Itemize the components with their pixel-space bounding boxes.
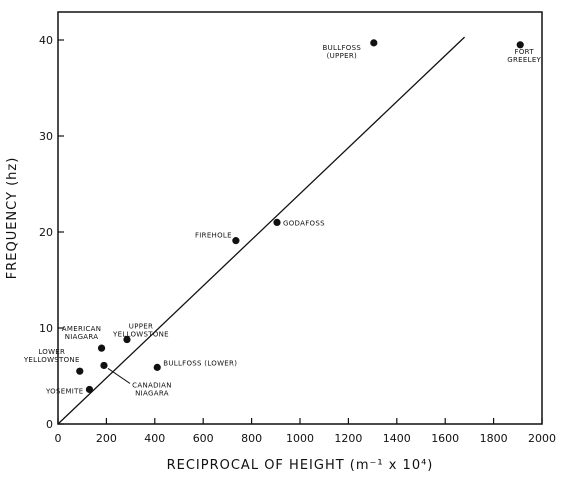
point-label: CANADIAN (132, 381, 172, 389)
data-point (76, 367, 84, 375)
data-point (153, 363, 161, 371)
data-point (100, 361, 108, 370)
y-tick-label: 10 (39, 322, 53, 335)
x-tick-label: 600 (193, 432, 214, 445)
point-label: GODAFOSS (283, 219, 325, 227)
point-label: BULLFOSS (323, 44, 362, 52)
point-label: NIAGARA (135, 389, 169, 397)
point-label: LOWER (38, 348, 65, 356)
label-leader-line (107, 368, 131, 384)
point-label: NIAGARA (65, 333, 99, 341)
x-tick-label: 1600 (431, 432, 459, 445)
data-point (97, 344, 106, 352)
x-axis-title: RECIPROCAL OF HEIGHT (m⁻¹ x 10⁴) (167, 458, 434, 473)
point-label: FORT (515, 48, 535, 56)
point-label: FIREHOLE (195, 232, 232, 240)
point-label: UPPER (129, 323, 153, 331)
data-point (85, 385, 94, 394)
x-tick-label: 1200 (334, 432, 362, 445)
x-tick-label: 1800 (480, 432, 508, 445)
point-label: AMERICAN (62, 325, 102, 333)
y-axis-ticks: 0 10 20 30 40 (39, 34, 64, 431)
y-tick-label: 40 (39, 34, 53, 47)
x-tick-label: 400 (144, 432, 165, 445)
y-axis-title: FREQUENCY (hz) (5, 157, 20, 280)
x-tick-label: 0 (55, 432, 62, 445)
fit-line (57, 36, 466, 425)
point-label: BULLFOSS (LOWER) (163, 359, 237, 367)
y-tick-label: 20 (39, 226, 53, 239)
x-axis-ticks: 0 200 400 600 800 1000 1200 1400 1600 1800 2000 (55, 418, 556, 445)
point-label: YELLOWSTONE (23, 356, 80, 364)
point-label: YOSEMITE (45, 387, 83, 395)
x-tick-label: 2000 (528, 432, 556, 445)
point-label: YELLOWSTONE (112, 331, 169, 339)
data-point (370, 39, 378, 47)
x-tick-label: 200 (96, 432, 117, 445)
point-label: GREELEY (507, 56, 541, 64)
y-tick-label: 30 (39, 130, 53, 143)
y-tick-label: 0 (46, 418, 53, 431)
data-point (123, 335, 131, 344)
x-tick-label: 1400 (383, 432, 411, 445)
data-point (273, 218, 281, 226)
data-point (516, 41, 524, 49)
x-tick-label: 800 (241, 432, 262, 445)
x-tick-label: 1000 (286, 432, 314, 445)
data-point (232, 237, 240, 245)
point-label: (UPPER) (327, 52, 357, 60)
